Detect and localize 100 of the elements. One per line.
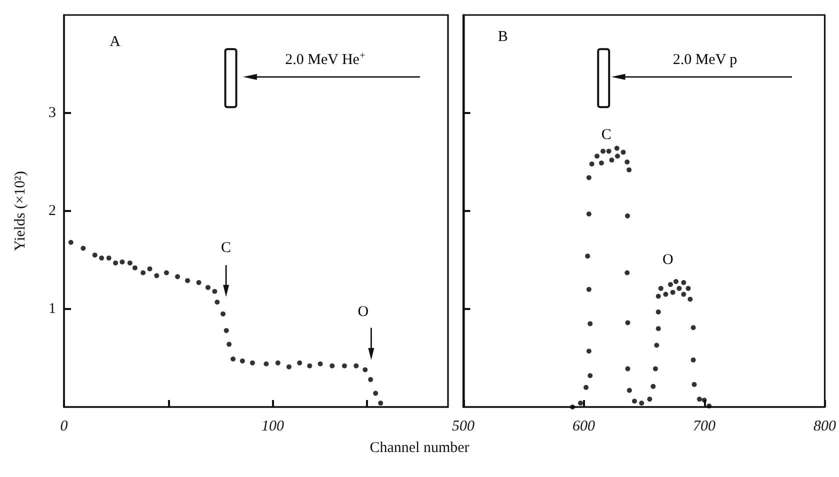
point <box>586 175 592 180</box>
point <box>692 382 697 387</box>
point <box>113 260 118 266</box>
point <box>614 146 620 151</box>
x-axis-title: Channel number <box>370 440 470 456</box>
point <box>654 342 660 348</box>
point <box>690 325 696 330</box>
point <box>681 280 686 286</box>
point <box>586 211 592 216</box>
point <box>80 246 86 251</box>
point <box>226 342 232 347</box>
point <box>378 400 384 406</box>
point <box>154 273 160 278</box>
point <box>632 398 637 404</box>
point <box>589 161 594 166</box>
point <box>594 154 600 159</box>
point <box>147 266 152 272</box>
point <box>647 396 652 402</box>
point <box>656 294 661 299</box>
point <box>92 252 98 258</box>
point <box>330 363 335 368</box>
point <box>656 309 661 314</box>
x-tick-label: 600 <box>572 418 596 434</box>
point <box>625 366 630 372</box>
point <box>624 213 630 218</box>
annotation: C <box>221 240 232 256</box>
point <box>99 256 104 261</box>
point <box>214 300 220 305</box>
point <box>650 384 656 389</box>
point <box>625 320 630 326</box>
point <box>196 280 202 286</box>
point <box>570 404 576 410</box>
point <box>185 278 190 284</box>
x-tick-label: 500 <box>452 418 475 434</box>
point <box>656 326 661 332</box>
y-tick-label: 3 <box>48 105 56 121</box>
point <box>670 290 676 295</box>
y-tick-label: 1 <box>48 301 56 317</box>
point <box>132 265 138 270</box>
point <box>624 160 630 164</box>
point <box>286 364 292 370</box>
point <box>686 286 691 291</box>
point <box>663 292 668 297</box>
point <box>307 363 312 368</box>
point <box>696 396 702 402</box>
point <box>676 286 682 291</box>
point <box>127 260 132 266</box>
point <box>626 388 632 393</box>
point <box>624 270 630 276</box>
annotation: B <box>498 28 508 45</box>
point <box>706 404 712 409</box>
point <box>606 148 612 154</box>
point <box>626 167 632 172</box>
point <box>164 270 169 276</box>
point <box>264 361 269 366</box>
point <box>275 360 280 366</box>
point <box>212 288 218 294</box>
annotation: C <box>601 126 612 143</box>
point <box>681 292 686 297</box>
point <box>224 328 229 334</box>
x-tick-label: 800 <box>814 418 836 434</box>
point <box>206 284 210 290</box>
annotation: 2.0 MeV p <box>672 52 738 68</box>
point <box>690 357 696 362</box>
point <box>688 296 693 302</box>
point <box>318 361 323 366</box>
point <box>140 270 146 276</box>
x-tick-label: 100 <box>261 418 284 434</box>
point <box>609 158 614 163</box>
point <box>598 160 604 166</box>
point <box>586 286 592 292</box>
point <box>658 286 664 291</box>
point <box>240 358 245 364</box>
point <box>702 398 707 403</box>
annotation: O <box>358 304 369 320</box>
point <box>120 259 125 264</box>
point <box>588 321 593 326</box>
point <box>668 282 674 287</box>
point <box>106 256 112 261</box>
x-tick-label: 700 <box>693 418 716 434</box>
point <box>620 150 626 155</box>
x-tick-label: 0 <box>60 418 68 434</box>
point <box>600 148 606 154</box>
point <box>588 373 593 378</box>
point <box>220 311 226 316</box>
annotation: A <box>110 34 121 50</box>
point <box>354 363 359 368</box>
point <box>230 356 236 362</box>
point <box>614 154 620 159</box>
point <box>585 254 590 259</box>
point <box>373 390 378 396</box>
point <box>652 366 658 372</box>
y-axis-title: Yields (×10²) <box>12 170 28 252</box>
point <box>673 279 678 284</box>
point <box>368 377 374 382</box>
point <box>362 367 368 372</box>
point <box>639 400 644 406</box>
annotation: 2.0 MeV He+ <box>285 50 366 68</box>
y-tick-label: 2 <box>48 203 56 219</box>
point <box>68 240 74 245</box>
